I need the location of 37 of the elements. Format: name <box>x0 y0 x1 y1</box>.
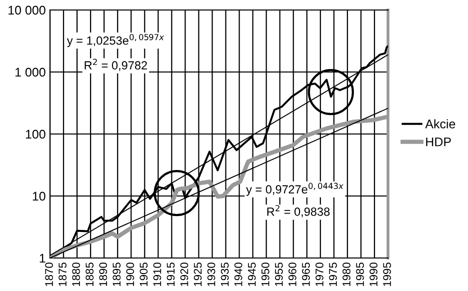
x-tick-label: 1905 <box>140 262 148 286</box>
x-tick-label: 1870 <box>45 262 53 286</box>
annotation: y = 1,0253e$^{0,0597x}$ <box>66 34 164 48</box>
x-tick-label: 1980 <box>342 262 350 286</box>
y-tick-label: 10 000 <box>8 6 46 15</box>
x-tick-label: 1955 <box>274 262 283 286</box>
x-tick-label: 1920 <box>180 262 188 286</box>
x-tick-label: 1880 <box>72 262 80 286</box>
x-tick-label: 1925 <box>194 262 202 286</box>
x-tick-label: 1895 <box>112 262 121 286</box>
x-tick-label: 1990 <box>370 262 378 286</box>
x-tick-label: 1940 <box>234 262 242 286</box>
x-tick-label: 1975 <box>329 262 337 286</box>
x-tick-label: 1965 <box>302 262 310 286</box>
legend-label: HDP <box>426 138 451 146</box>
y-tick-label: 10 <box>32 192 46 201</box>
x-tick-label: 1900 <box>126 262 134 286</box>
annotation: y = 0,9727e$^{0,0443x}$ <box>246 182 344 196</box>
x-tick-label: 1915 <box>166 262 175 286</box>
y-tick-label: 100 <box>26 130 46 139</box>
x-tick-label: 1945 <box>248 262 256 286</box>
x-tick-label: 1960 <box>288 262 296 286</box>
annotation: R$^{2}$ = 0,9782 <box>84 58 147 71</box>
x-tick-label: 1985 <box>356 262 364 286</box>
y-tick-label: 1 000 <box>16 68 46 77</box>
x-tick-label: 1935 <box>220 262 229 286</box>
x-tick-label: 1885 <box>86 262 94 286</box>
x-tick-label: 1875 <box>58 262 67 286</box>
annotation: R$^{2}$ = 0,9838 <box>267 205 330 218</box>
x-tick-label: 1930 <box>207 262 216 286</box>
x-tick-label: 1950 <box>261 262 270 286</box>
x-tick-label: 1970 <box>316 262 324 286</box>
x-tick-label: 1910 <box>153 262 162 286</box>
x-tick-label: 1890 <box>99 262 108 286</box>
legend-label: Akcie <box>425 119 456 128</box>
y-tick-label: 1 <box>40 254 46 263</box>
x-tick-label: 1995 <box>383 262 391 286</box>
